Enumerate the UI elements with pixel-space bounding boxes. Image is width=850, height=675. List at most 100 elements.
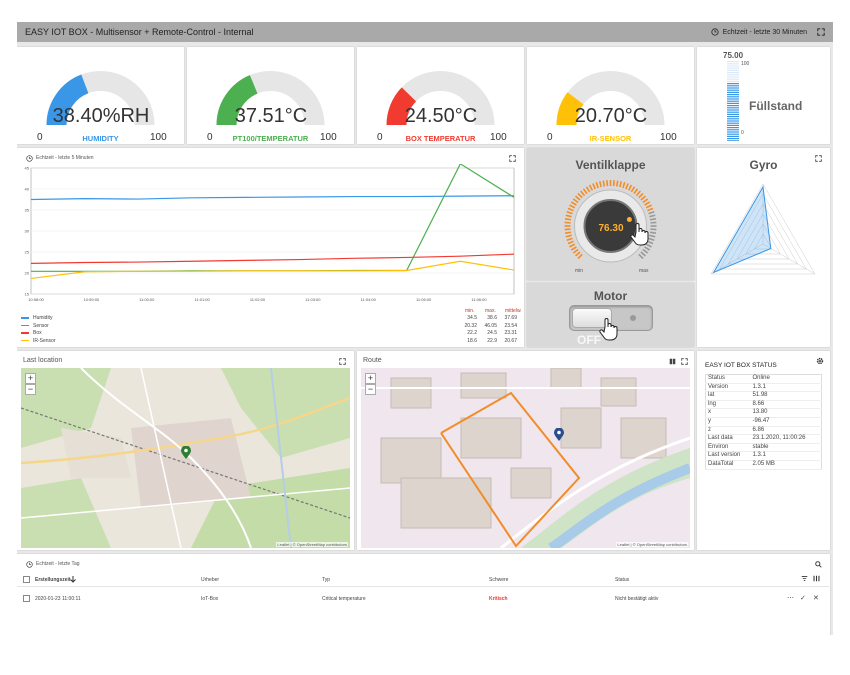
status-key: lng bbox=[705, 400, 751, 410]
fullscreen-icon[interactable] bbox=[817, 28, 825, 36]
gauge-humidity bbox=[46, 71, 155, 126]
gauge-pt100 bbox=[216, 71, 325, 126]
map-marker-icon[interactable] bbox=[181, 446, 191, 460]
radar-axis bbox=[710, 243, 764, 275]
expand-icon[interactable] bbox=[339, 358, 346, 365]
stat-min: 20.32 bbox=[464, 322, 477, 329]
motor-toggle-knob[interactable] bbox=[572, 308, 612, 328]
col-status[interactable]: Status bbox=[615, 577, 630, 583]
fill-level-segment bbox=[727, 120, 739, 122]
gear-icon[interactable] bbox=[816, 357, 824, 365]
status-key: y bbox=[705, 417, 751, 427]
time-range-label[interactable]: Echtzeit - letzte 30 Minuten bbox=[722, 28, 807, 36]
knob-tick bbox=[642, 198, 649, 204]
fill-level-segment bbox=[727, 122, 739, 124]
cell-severity: Kritisch bbox=[489, 596, 508, 602]
valve-knob[interactable] bbox=[527, 170, 694, 280]
status-value: 1.3.1 bbox=[750, 451, 822, 461]
expand-icon[interactable] bbox=[681, 358, 688, 365]
fill-level-segment bbox=[727, 109, 739, 111]
location-map[interactable]: + − Leaflet | © OpenStreetMap contributo… bbox=[21, 368, 350, 548]
col-created[interactable]: Erstellungszeit bbox=[35, 577, 71, 583]
x-tick-label: 11:01:00 bbox=[194, 297, 210, 302]
knob-tick bbox=[592, 183, 596, 190]
fill-level-segment bbox=[727, 63, 739, 65]
fill-level-scale-max: 100 bbox=[741, 61, 750, 67]
radar-grid bbox=[753, 233, 773, 250]
stat-max: 46.05 bbox=[484, 322, 497, 329]
knob-indicator bbox=[626, 216, 632, 222]
cell-source: IoT-Box bbox=[201, 596, 219, 602]
stat-header-mittelw: mittelw. bbox=[505, 308, 522, 314]
route-map[interactable]: + − Leaflet | © OpenStreetMap contributo… bbox=[361, 368, 690, 548]
radar-grid bbox=[736, 213, 790, 260]
close-icon[interactable]: ✕ bbox=[813, 595, 819, 602]
knob-tick bbox=[645, 204, 652, 209]
expand-icon[interactable] bbox=[509, 155, 516, 162]
alerts-header: Echtzeit - letzte Tag bbox=[36, 561, 80, 567]
select-all-checkbox[interactable] bbox=[23, 576, 30, 583]
book-icon[interactable] bbox=[669, 358, 676, 365]
fill-level-segment bbox=[727, 113, 739, 115]
knob-tick bbox=[649, 231, 657, 234]
col-source[interactable]: Urheber bbox=[201, 577, 220, 583]
expand-icon[interactable] bbox=[815, 155, 822, 162]
filter-icon[interactable] bbox=[801, 575, 808, 582]
zoom-out-button[interactable]: − bbox=[25, 384, 36, 395]
table-row[interactable]: 2020-01-23 11:00:11 IoT-Box Critical tem… bbox=[17, 592, 829, 606]
motor-toggle[interactable] bbox=[569, 305, 653, 331]
gauge-label: PT100/TEMPERATUR bbox=[232, 134, 309, 143]
search-icon[interactable] bbox=[815, 561, 822, 568]
x-tick-label: 11:06:00 bbox=[471, 297, 487, 302]
more-icon[interactable]: ⋯ bbox=[787, 595, 794, 602]
knob-tick bbox=[648, 211, 655, 215]
fill-level-segment bbox=[727, 83, 739, 85]
zoom-out-button[interactable]: − bbox=[365, 384, 376, 395]
y-tick-label: 45 bbox=[25, 166, 30, 171]
knob-tick bbox=[630, 186, 636, 193]
gauge-max: 100 bbox=[320, 132, 337, 143]
row-checkbox[interactable] bbox=[23, 595, 30, 602]
col-severity[interactable]: Schwere bbox=[489, 577, 509, 583]
stat-header-min: min. bbox=[465, 308, 475, 314]
knob-tick bbox=[638, 253, 644, 260]
knob-tick bbox=[647, 207, 654, 212]
chart-header: Echtzeit - letzte 5 Minuten bbox=[36, 155, 94, 161]
fill-level-segment bbox=[727, 107, 739, 109]
col-type[interactable]: Typ bbox=[322, 577, 331, 583]
fill-level-segment bbox=[727, 80, 739, 82]
fill-level-segment bbox=[727, 100, 739, 102]
knob-tick bbox=[625, 183, 629, 190]
columns-icon[interactable] bbox=[813, 575, 820, 582]
legend-item[interactable]: Sensor bbox=[21, 323, 49, 329]
status-key: z bbox=[705, 426, 751, 436]
zoom-in-button[interactable]: + bbox=[25, 373, 36, 384]
fill-level-segment bbox=[727, 78, 739, 80]
zoom-in-button[interactable]: + bbox=[365, 373, 376, 384]
fill-level-segment bbox=[727, 85, 739, 87]
gauge-value: 24.50°C bbox=[404, 105, 478, 127]
acknowledge-icon[interactable]: ✓ bbox=[800, 595, 806, 602]
knob-tick bbox=[572, 248, 579, 254]
legend-item[interactable]: Box bbox=[21, 330, 42, 336]
valve-card: Ventilklappe 76.30 min max bbox=[527, 148, 694, 280]
fill-level-value: 75.00 bbox=[723, 51, 744, 60]
sort-down-icon[interactable] bbox=[70, 576, 76, 583]
knob-tick bbox=[582, 188, 588, 195]
fill-level-segment bbox=[727, 118, 739, 120]
status-row: lng 8.66 bbox=[705, 400, 822, 410]
x-tick-label: 11:04:00 bbox=[361, 297, 377, 302]
gauge-card-ir: 20.70°C 0 100 IR-SENSOR bbox=[527, 47, 694, 144]
knob-tick bbox=[566, 237, 573, 241]
gyro-card: Gyro bbox=[697, 148, 830, 347]
clock-icon[interactable] bbox=[710, 28, 719, 36]
knob-tick bbox=[567, 240, 574, 245]
status-row: Environ stable bbox=[705, 443, 822, 453]
knob-tick bbox=[649, 214, 656, 218]
legend-item[interactable]: Humidity bbox=[21, 315, 52, 321]
map-marker-icon[interactable] bbox=[554, 428, 564, 442]
fill-level-segment bbox=[727, 111, 739, 113]
legend-item[interactable]: IR-Sensor bbox=[21, 338, 56, 344]
knob-tick bbox=[577, 192, 583, 199]
stat-mittelw: 23.31 bbox=[504, 330, 517, 336]
